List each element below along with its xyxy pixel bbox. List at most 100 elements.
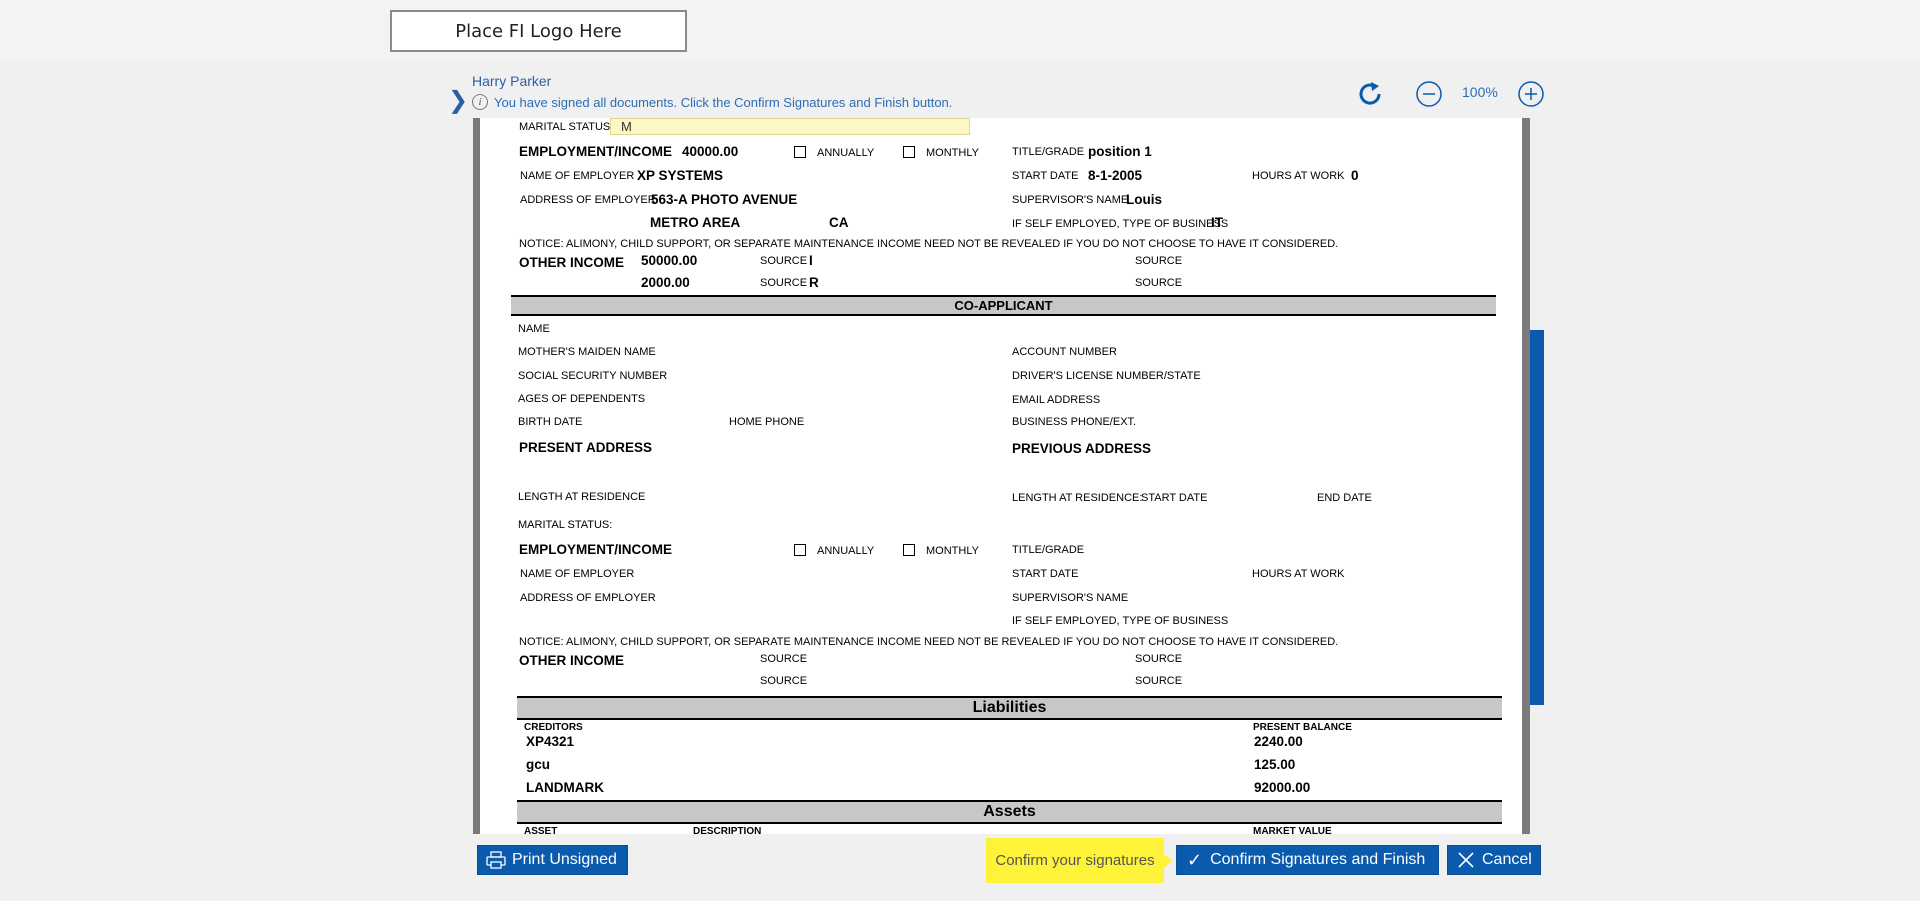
employment-income-value: 40000.00: [682, 144, 739, 159]
co-present-address-label: PRESENT ADDRESS: [519, 440, 653, 455]
co-self-employed-label: IF SELF EMPLOYED, TYPE OF BUSINESS: [1012, 615, 1229, 627]
source-3-label: SOURCE: [1135, 255, 1183, 267]
co-source-4-label: SOURCE: [1135, 675, 1183, 687]
confirm-signatures-finish-label: Confirm Signatures and Finish: [1210, 851, 1426, 868]
co-other-income-label: OTHER INCOME: [519, 653, 625, 668]
co-maiden-name-label: MOTHER'S MAIDEN NAME: [518, 346, 656, 358]
co-ssn-label: SOCIAL SECURITY NUMBER: [518, 370, 668, 382]
zoom-in-icon[interactable]: [1517, 80, 1545, 108]
hours-at-work-label: HOURS AT WORK: [1252, 170, 1345, 182]
liability-balance-1: 2240.00: [1254, 734, 1303, 749]
market-value-column-header: MARKET VALUE: [1253, 826, 1332, 834]
signer-name[interactable]: Harry Parker: [472, 73, 552, 89]
rotate-icon[interactable]: [1356, 80, 1384, 108]
checkmark-icon: ✓: [1187, 849, 1203, 871]
co-supervisor-label: SUPERVISOR'S NAME: [1012, 592, 1129, 604]
assets-section-header: Assets: [517, 800, 1502, 824]
annually-checkbox[interactable]: [794, 146, 806, 158]
employer-city-value: METRO AREA: [650, 215, 741, 230]
marital-status-field[interactable]: M: [610, 118, 970, 135]
monthly-checkbox[interactable]: [903, 146, 915, 158]
liability-creditor-1: XP4321: [526, 734, 575, 749]
document-page: MARITAL STATUS: M EMPLOYMENT/INCOME 4000…: [480, 118, 1522, 834]
co-business-phone-label: BUSINESS PHONE/EXT.: [1012, 416, 1137, 428]
zoom-out-icon[interactable]: [1415, 80, 1443, 108]
logo-placeholder: Place FI Logo Here: [390, 10, 687, 52]
close-icon: [1458, 852, 1474, 868]
income-notice: NOTICE: ALIMONY, CHILD SUPPORT, OR SEPAR…: [519, 238, 1339, 250]
employer-name-value: XP SYSTEMS: [637, 168, 724, 183]
title-grade-label: TITLE/GRADE: [1012, 146, 1085, 158]
liability-balance-2: 125.00: [1254, 757, 1296, 772]
co-start-date-label: START DATE: [1012, 568, 1079, 580]
co-annually-label: ANNUALLY: [817, 545, 875, 557]
info-message-row: i You have signed all documents. Click t…: [472, 94, 952, 110]
co-source-1-label: SOURCE: [760, 653, 808, 665]
co-title-grade-label: TITLE/GRADE: [1012, 544, 1085, 556]
co-length-residence-label: LENGTH AT RESIDENCE: [518, 491, 646, 503]
present-balance-column-header: PRESENT BALANCE: [1253, 722, 1352, 733]
print-unsigned-button[interactable]: Print Unsigned: [477, 845, 628, 875]
employment-income-label: EMPLOYMENT/INCOME: [519, 144, 673, 159]
document-scrollbar[interactable]: [1530, 330, 1544, 705]
co-previous-address-label: PREVIOUS ADDRESS: [1012, 441, 1152, 456]
co-account-number-label: ACCOUNT NUMBER: [1012, 346, 1117, 358]
co-hours-at-work-label: HOURS AT WORK: [1252, 568, 1345, 580]
title-grade-value: position 1: [1088, 144, 1152, 159]
document-header: [0, 62, 1920, 118]
annually-label: ANNUALLY: [817, 147, 875, 159]
employer-name-label: NAME OF EMPLOYER: [520, 170, 635, 182]
source-4-label: SOURCE: [1135, 277, 1183, 289]
info-message: You have signed all documents. Click the…: [494, 94, 953, 110]
self-employed-value: IT: [1211, 215, 1223, 230]
monthly-label: MONTHLY: [926, 147, 979, 159]
liability-creditor-3: LANDMARK: [526, 780, 604, 795]
other-income-2-value: 2000.00: [641, 275, 690, 290]
co-source-2-label: SOURCE: [760, 675, 808, 687]
liability-creditor-2: gcu: [526, 757, 551, 772]
co-annually-checkbox[interactable]: [794, 544, 806, 556]
co-source-3-label: SOURCE: [1135, 653, 1183, 665]
confirm-signatures-finish-button[interactable]: ✓ Confirm Signatures and Finish: [1176, 845, 1439, 875]
liabilities-section-header: Liabilities: [517, 696, 1502, 720]
cancel-button[interactable]: Cancel: [1447, 845, 1541, 875]
self-employed-label: IF SELF EMPLOYED, TYPE OF BUSINESS: [1012, 218, 1229, 230]
co-birth-date-label: BIRTH DATE: [518, 416, 583, 428]
hours-at-work-value: 0: [1351, 168, 1359, 183]
confirm-signatures-hint: Confirm your signatures: [986, 838, 1164, 883]
co-home-phone-label: HOME PHONE: [729, 416, 805, 428]
employer-address-value: 563-A PHOTO AVENUE: [651, 192, 798, 207]
source-2-value: R: [809, 275, 819, 290]
creditors-column-header: CREDITORS: [524, 722, 583, 733]
start-date-label: START DATE: [1012, 170, 1079, 182]
info-icon: i: [472, 94, 488, 110]
document-viewer[interactable]: MARITAL STATUS: M EMPLOYMENT/INCOME 4000…: [473, 118, 1530, 834]
co-dependents-label: AGES OF DEPENDENTS: [518, 393, 646, 405]
start-date-value: 8-1-2005: [1088, 168, 1143, 183]
zoom-level: 100%: [1462, 84, 1498, 100]
supervisor-label: SUPERVISOR'S NAME: [1012, 194, 1129, 206]
co-marital-status-label: MARITAL STATUS:: [518, 519, 613, 531]
co-employment-income-label: EMPLOYMENT/INCOME: [519, 542, 673, 557]
co-email-label: EMAIL ADDRESS: [1012, 394, 1101, 406]
co-prev-start-date-label: START DATE: [1141, 492, 1208, 504]
employer-state-value: CA: [829, 215, 849, 230]
hint-arrow: [1164, 854, 1172, 868]
co-license-label: DRIVER'S LICENSE NUMBER/STATE: [1012, 370, 1201, 382]
top-bar: Place FI Logo Here: [0, 0, 1920, 62]
supervisor-value: Louis: [1126, 192, 1162, 207]
cancel-label: Cancel: [1482, 851, 1532, 868]
co-employer-name-label: NAME OF EMPLOYER: [520, 568, 635, 580]
co-income-notice: NOTICE: ALIMONY, CHILD SUPPORT, OR SEPAR…: [519, 636, 1339, 648]
asset-column-header: ASSET: [524, 826, 558, 834]
description-column-header: DESCRIPTION: [693, 826, 762, 834]
expand-panel-chevron-icon[interactable]: ❯: [448, 86, 469, 114]
printer-icon: [486, 851, 506, 869]
employer-address-label: ADDRESS OF EMPLOYER: [520, 194, 656, 206]
liability-balance-3: 92000.00: [1254, 780, 1311, 795]
co-monthly-label: MONTHLY: [926, 545, 979, 557]
co-monthly-checkbox[interactable]: [903, 544, 915, 556]
other-income-1-value: 50000.00: [641, 253, 698, 268]
co-name-label: NAME: [518, 323, 550, 335]
co-employer-address-label: ADDRESS OF EMPLOYER: [520, 592, 656, 604]
